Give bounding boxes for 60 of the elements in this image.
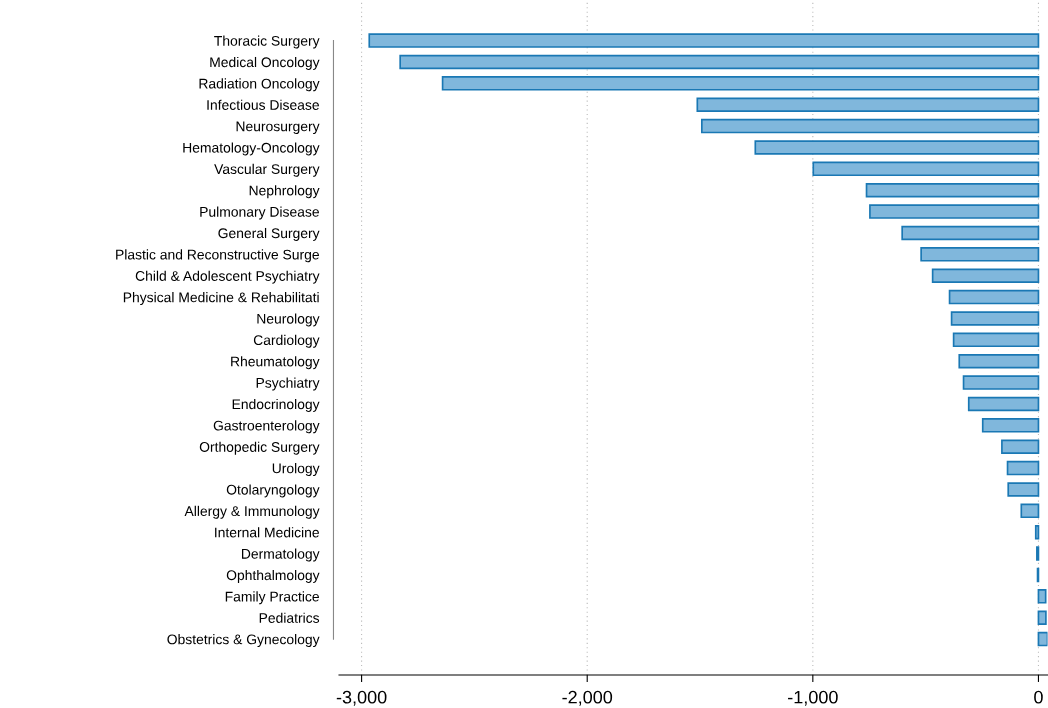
bar [1037, 610, 1047, 625]
bar [1037, 589, 1047, 604]
bar [958, 353, 1040, 369]
bar [948, 289, 1040, 305]
y-tick-label: Plastic and Reconstructive Surge [116, 249, 319, 263]
y-tick-label: Physical Medicine & Rehabilitati [123, 292, 319, 306]
bar [920, 247, 1040, 262]
y-tick-label: Radiation Oncology [199, 78, 320, 92]
y-tick-label: Infectious Disease [207, 99, 319, 110]
y-tick-label: Neurology [257, 313, 320, 327]
bar [952, 332, 1040, 348]
y-tick-label: Pulmonary Disease [200, 206, 319, 220]
bar [1007, 482, 1040, 497]
y-tick-label: General Surgery [218, 227, 320, 241]
bar [368, 33, 1040, 48]
bar [962, 375, 1040, 390]
y-tick-label: Orthopedic Surgery [199, 441, 320, 455]
bar [700, 118, 1040, 134]
x-tick-label: 0 [1034, 690, 1043, 704]
bar [1001, 439, 1040, 454]
y-tick-label: Gastroenterology [213, 420, 320, 434]
y-tick-label: Allergy & Immunology [184, 505, 320, 519]
y-tick-label: Cardiology [253, 334, 320, 348]
bar [1037, 631, 1048, 647]
bar [812, 161, 1040, 177]
bar [967, 396, 1040, 412]
y-tick-label: Internal Medicine [215, 527, 319, 538]
y-tick-label: Urology [272, 463, 320, 477]
bar [865, 182, 1040, 198]
y-tick-label: Thoracic Surgery [214, 35, 320, 49]
x-tick-label: -1,000 [788, 690, 838, 706]
bar [1020, 503, 1040, 519]
y-tick-label: Endocrinology [232, 398, 320, 412]
bar [981, 418, 1040, 433]
y-tick-label: Child & Adolescent Psychiatry [135, 270, 320, 284]
bar [901, 225, 1040, 241]
x-tick-label: -3,000 [336, 690, 387, 706]
bar [950, 311, 1040, 326]
y-tick-label: Psychiatry [256, 377, 320, 391]
bar [931, 268, 1040, 283]
y-tick-label: Family Practice [225, 591, 319, 605]
bar [441, 76, 1040, 91]
bar [696, 97, 1040, 112]
bar [1006, 460, 1040, 476]
y-tick-label: Vascular Surgery [214, 163, 320, 177]
y-tick-label: Pediatrics [259, 612, 320, 623]
y-tick-label: Otolaryngology [226, 484, 320, 498]
y-tick-label: Dermatology [241, 548, 320, 562]
bar [754, 140, 1040, 155]
y-tick-label: Ophthalmology [226, 569, 320, 583]
x-tick-label: -2,000 [562, 690, 613, 706]
y-tick-label: Nephrology [249, 185, 320, 199]
bar [399, 54, 1040, 70]
bar [869, 204, 1040, 219]
y-tick-label: Obstetrics & Gynecology [167, 634, 320, 648]
bar [1034, 524, 1040, 540]
y-tick-label: Neurosurgery [236, 121, 320, 135]
y-tick-label: Hematology-Oncology [183, 142, 320, 156]
y-tick-label: Rheumatology [231, 356, 320, 370]
y-tick-label: Medical Oncology [210, 56, 320, 70]
